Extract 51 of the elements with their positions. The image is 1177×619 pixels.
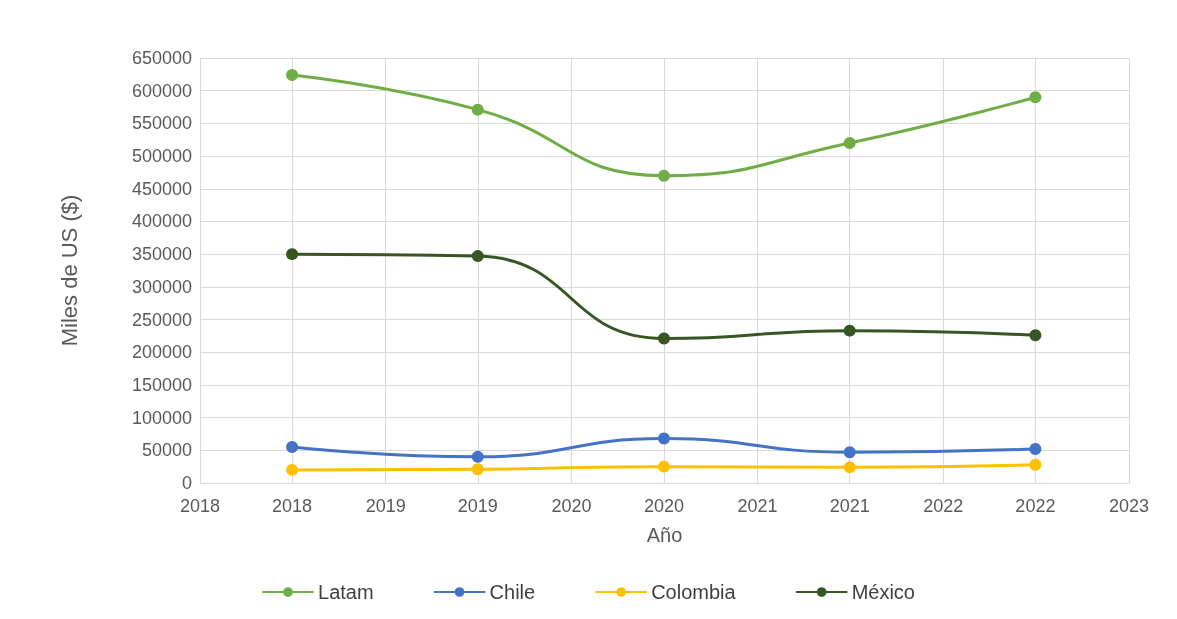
x-axis-title: Año — [646, 524, 683, 546]
legend-label: Chile — [489, 581, 536, 603]
y-tick-label: 500000 — [131, 146, 192, 167]
point — [1029, 329, 1042, 342]
y-tick-label: 250000 — [131, 309, 192, 330]
y-tick-label: 400000 — [131, 211, 192, 232]
point — [286, 69, 299, 81]
y-axis-title: Miles de US ($) — [56, 194, 82, 347]
x-tick-label: 2018 — [179, 496, 221, 516]
x-tick-label: 2018 — [272, 496, 313, 516]
x-tick-label: 2022 — [1015, 496, 1056, 516]
point — [843, 461, 856, 474]
point — [471, 463, 484, 476]
y-tick-label: 450000 — [131, 178, 192, 199]
point — [843, 137, 856, 149]
point — [1029, 458, 1042, 471]
point — [471, 450, 484, 463]
point — [843, 324, 856, 337]
point — [658, 460, 670, 473]
point — [658, 332, 670, 345]
x-tick-label: 2019 — [457, 496, 498, 516]
x-tick-label: 2020 — [643, 496, 685, 516]
y-tick-label: 600000 — [131, 80, 192, 101]
x-tick-label: 2022 — [923, 496, 964, 516]
y-tick-label: 0 — [181, 473, 192, 493]
x-tick-label: 2023 — [1108, 496, 1150, 516]
x-tick-label: 2019 — [365, 496, 406, 516]
y-tick-label: 50000 — [141, 440, 192, 461]
y-tick-label: 350000 — [131, 244, 192, 265]
point — [658, 432, 670, 445]
x-tick-label: 2020 — [551, 496, 592, 516]
y-tick-label: 200000 — [131, 342, 192, 363]
point — [286, 441, 299, 454]
x-tick-label: 2021 — [829, 496, 870, 516]
point — [1029, 91, 1042, 104]
point — [843, 446, 856, 459]
x-tick-label: 2021 — [737, 496, 778, 516]
y-tick-label: 150000 — [131, 374, 192, 395]
point — [1029, 443, 1042, 455]
point — [286, 463, 299, 476]
legend-label: Colombia — [651, 581, 737, 603]
point — [286, 248, 299, 261]
point — [471, 250, 484, 263]
legend-label: México — [851, 581, 916, 603]
legend-label: Latam — [318, 581, 374, 603]
y-tick-label: 550000 — [131, 113, 192, 134]
point — [658, 169, 670, 182]
y-tick-label: 650000 — [131, 48, 192, 68]
point — [471, 103, 484, 116]
y-tick-label: 100000 — [131, 407, 192, 428]
y-tick-label: 300000 — [131, 276, 192, 297]
